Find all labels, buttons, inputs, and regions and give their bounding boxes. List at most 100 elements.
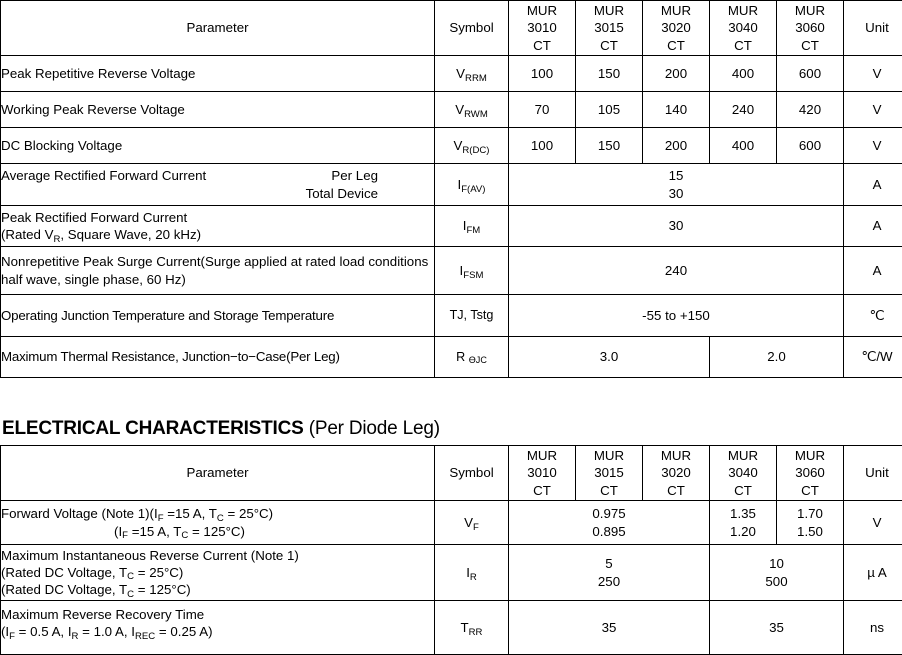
line1-pre: Forward Voltage (Note 1)(I (1, 506, 158, 522)
table-row: Working Peak Reverse Voltage VRWM 70 105… (0, 91, 902, 128)
row-value-left: 35 (508, 600, 710, 655)
row-unit: V (843, 91, 902, 128)
part-line1: MUR (526, 448, 558, 464)
symbol-subscript: ӨJC (468, 355, 487, 366)
part-line1: MUR (794, 448, 826, 464)
header-part-mur3015ct: MUR 3015 CT (575, 445, 643, 501)
row-parameter: Maximum Thermal Resistance, Junction−to−… (0, 336, 435, 378)
header-unit: Unit (843, 0, 902, 56)
row-parameter-line2: (Rated DC Voltage, TC = 25°C) (1, 564, 434, 583)
maximum-ratings-table: Parameter Symbol MUR 3010 CT MUR 3015 CT… (0, 0, 902, 378)
symbol-subscript: FM (466, 225, 481, 237)
part-line2: 3060 (795, 465, 825, 481)
row-symbol: VR(DC) (434, 127, 509, 164)
row-unit: A (843, 246, 902, 295)
row-value-left: 3.0 (508, 336, 710, 378)
symbol-base: V (455, 101, 465, 117)
part-line1: MUR (794, 3, 826, 19)
row-value-right: 2.0 (709, 336, 844, 378)
line2-sub: F (9, 630, 15, 642)
line1-post: = 25°C) (223, 506, 274, 522)
header-part-mur3060ct: MUR 3060 CT (776, 445, 844, 501)
row-parameter-line1: Maximum Reverse Recovery Time (1, 607, 205, 622)
symbol-base: I (466, 564, 470, 580)
line2-sub: C (127, 571, 135, 583)
symbol-subscript: R(DC) (462, 144, 490, 156)
table-row: Forward Voltage (Note 1)(IF =15 A, TC = … (0, 500, 902, 545)
part-line2: 3015 (594, 20, 624, 36)
part-line3: CT (801, 482, 819, 498)
part-line3: CT (600, 482, 618, 498)
line3-post: = 125°C) (134, 582, 191, 597)
row-unit: V (843, 127, 902, 164)
part-line3: CT (533, 37, 551, 53)
row-parameter: Peak Rectified Forward Current (Rated VR… (0, 205, 435, 247)
part-line1: MUR (526, 3, 558, 19)
row-value: 105 (575, 91, 643, 128)
line1-sub2: C (216, 512, 224, 524)
row-unit: A (843, 163, 902, 206)
row-value-span: 240 (508, 246, 844, 295)
row-symbol: IF(AV) (434, 163, 509, 206)
row-value-right: 10 500 (709, 544, 844, 601)
header-part-mur3060ct: MUR 3060 CT (776, 0, 844, 56)
table-header-row: Parameter Symbol MUR 3010 CT MUR 3015 CT… (0, 445, 902, 501)
part-line2: 3020 (661, 465, 691, 481)
line2-post: = 25°C) (134, 564, 184, 580)
row-parameter-line1: Maximum Instantaneous Reverse Current (N… (1, 547, 299, 563)
heading-regular: (Per Diode Leg) (308, 418, 440, 439)
row-value: 400 (709, 127, 777, 164)
row-parameter-line3: (Rated DC Voltage, TC = 125°C) (1, 581, 434, 600)
row-parameter: Maximum Instantaneous Reverse Current (N… (0, 544, 435, 601)
line2-pre: (I (1, 624, 10, 640)
part-line2: 3020 (661, 20, 691, 36)
row-value: 240 (709, 91, 777, 128)
part-line3: CT (801, 37, 819, 53)
part-line1: MUR (660, 448, 692, 464)
part-line3: CT (734, 482, 752, 498)
row-unit: µ A (843, 544, 902, 601)
header-part-mur3015ct: MUR 3015 CT (575, 0, 643, 56)
table-row: Maximum Instantaneous Reverse Current (N… (0, 544, 902, 601)
header-part-mur3020ct: MUR 3020 CT (642, 0, 710, 56)
line2-mid: =15 A, T (128, 523, 182, 539)
part-line2: 3015 (594, 465, 624, 481)
line2-sub: F (122, 530, 128, 542)
row-unit: ℃ (843, 294, 902, 337)
row-value-span: -55 to +150 (508, 294, 844, 337)
symbol-base: V (453, 137, 463, 153)
row-symbol: IFSM (434, 246, 509, 295)
line2-post: = 125°C) (188, 523, 245, 539)
row-unit: V (843, 55, 902, 92)
row-value: 70 (508, 91, 576, 128)
row-symbol: IR (434, 544, 509, 601)
header-symbol: Symbol (434, 445, 509, 501)
line2-sub2: R (71, 630, 79, 642)
row-parameter: Maximum Reverse Recovery Time (IF = 0.5 … (0, 600, 435, 655)
line2-pre: (I (114, 523, 123, 539)
header-part-mur3040ct: MUR 3040 CT (709, 0, 777, 56)
symbol-subscript: F (473, 521, 479, 533)
symbol-subscript: RWM (464, 108, 488, 120)
header-parameter: Parameter (0, 0, 435, 56)
line3-sub: C (127, 588, 135, 600)
row-unit: ns (843, 600, 902, 655)
electrical-characteristics-heading: ELECTRICAL CHARACTERISTICS (Per Diode Le… (0, 418, 902, 445)
table-row: Maximum Thermal Resistance, Junction−to−… (0, 336, 902, 378)
symbol-base: V (464, 514, 474, 530)
line1-sub: F (157, 512, 164, 524)
row-symbol: VRRM (434, 55, 509, 92)
table-row: Maximum Reverse Recovery Time (IF = 0.5 … (0, 600, 902, 655)
line2-sub: R (53, 233, 61, 245)
table-header-row: Parameter Symbol MUR 3010 CT MUR 3015 CT… (0, 0, 902, 56)
header-part-mur3020ct: MUR 3020 CT (642, 445, 710, 501)
row-value-span: 15 30 (508, 163, 844, 206)
symbol-base: I (462, 218, 467, 234)
symbol-subscript: R (469, 571, 477, 583)
row-value: 200 (642, 127, 710, 164)
line2-post: , Square Wave, 20 kHz) (60, 226, 202, 242)
part-line1: MUR (593, 448, 625, 464)
line2-mid: = 0.5 A, I (14, 624, 72, 640)
electrical-characteristics-table: Parameter Symbol MUR 3010 CT MUR 3015 CT… (0, 445, 902, 655)
row-symbol: TRR (434, 600, 509, 655)
